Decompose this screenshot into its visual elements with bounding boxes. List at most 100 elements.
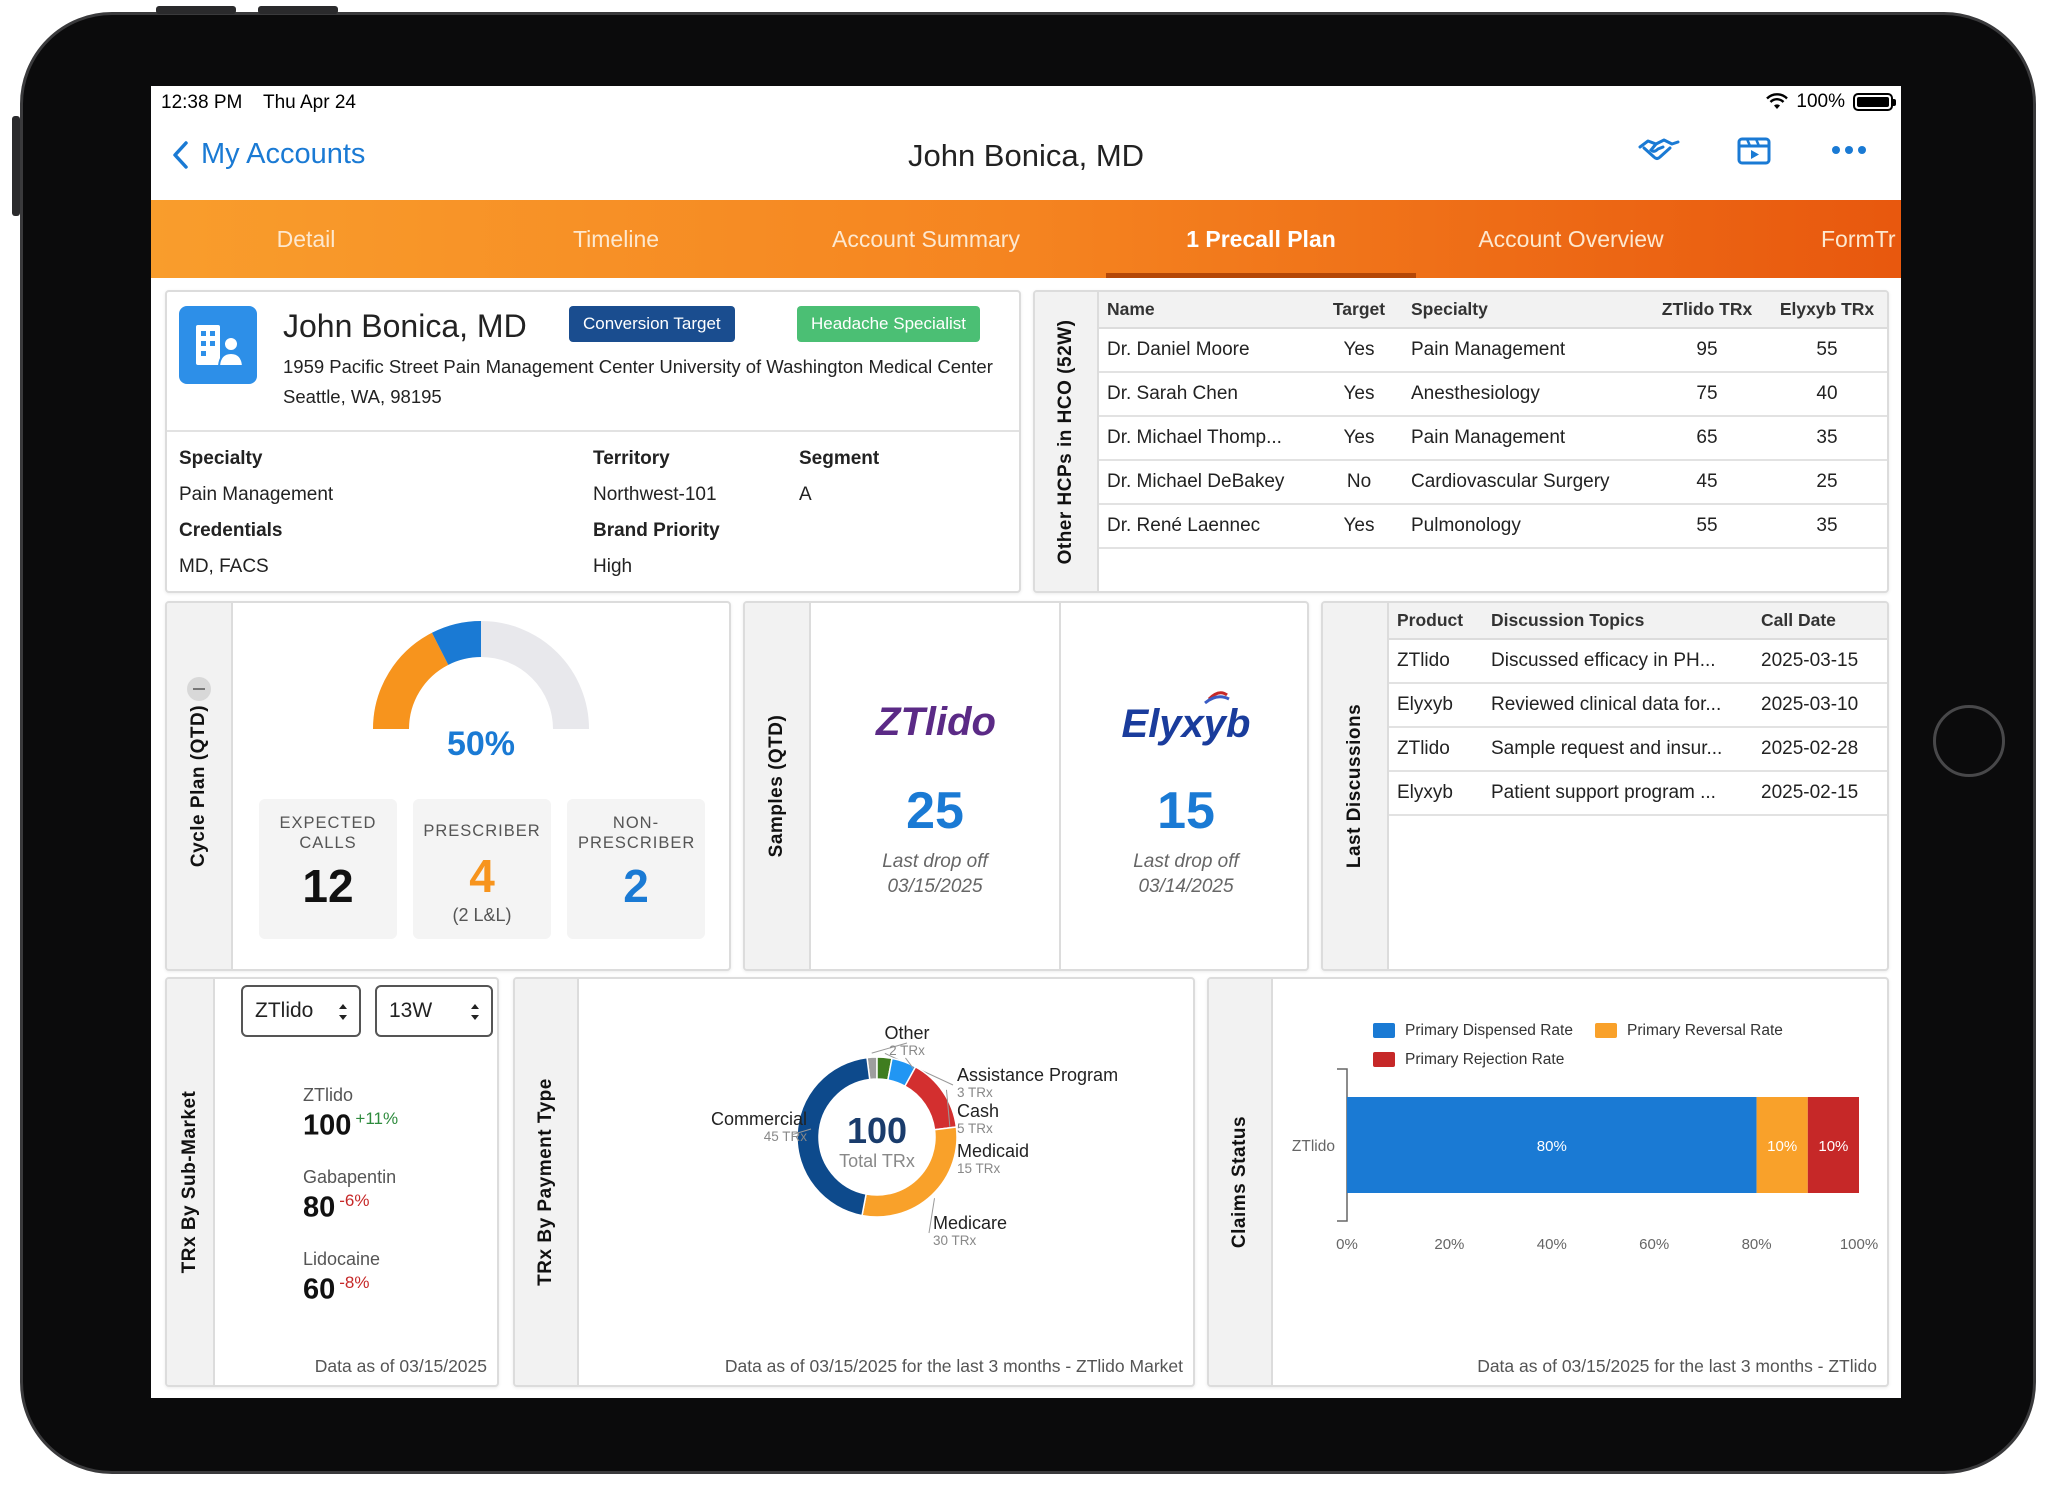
claims-bar-chart: Primary Dispensed Rate Primary Reversal R… bbox=[1292, 1022, 1878, 1253]
sample-ztlido: ZTlido 25 Last drop off 03/15/2025 bbox=[811, 603, 1061, 969]
hcp-specialty: Pain Management bbox=[1403, 416, 1647, 461]
hcp-name: John Bonica, MD bbox=[283, 308, 527, 344]
discussions-table: Product Discussion Topics Call Date ZTli… bbox=[1389, 603, 1887, 816]
hcp-ztlido-trx: 75 bbox=[1647, 372, 1767, 417]
tab-account-overview[interactable]: Account Overview bbox=[1478, 226, 1664, 252]
divider bbox=[167, 430, 1019, 432]
more-button[interactable] bbox=[1826, 128, 1872, 172]
col-elyxyb-trx: Elyxyb TRx bbox=[1767, 292, 1887, 329]
hcp-target: Yes bbox=[1315, 416, 1403, 461]
donut-label: Medicaid bbox=[957, 1141, 1029, 1161]
svg-text:Elyxyb: Elyxyb bbox=[1122, 702, 1251, 746]
discussion-product: Elyxyb bbox=[1389, 771, 1483, 816]
home-button[interactable] bbox=[1933, 705, 2005, 777]
samples-panel: Samples (QTD) ZTlido 25 Last drop off 03… bbox=[743, 601, 1309, 971]
video-button[interactable] bbox=[1731, 128, 1777, 172]
cycle-gauge: 50% bbox=[373, 621, 589, 763]
other-hcps-title: Other HCPs in HCO (52W) bbox=[1055, 319, 1076, 564]
hcp-name-link[interactable]: Dr. René Laennec bbox=[1099, 504, 1315, 549]
hcp-ztlido-trx: 45 bbox=[1647, 460, 1767, 505]
table-row[interactable]: Dr. Sarah Chen Yes Anesthesiology 75 40 bbox=[1099, 372, 1887, 417]
x-tick-label: 20% bbox=[1434, 1236, 1464, 1253]
bar-primary-reversal-rate[interactable] bbox=[1756, 1097, 1808, 1193]
hcp-name-link[interactable]: Dr. Sarah Chen bbox=[1099, 372, 1315, 417]
headache-specialist-badge: Headache Specialist bbox=[797, 306, 980, 342]
discussion-date-link[interactable]: 2025-02-28 bbox=[1753, 727, 1887, 772]
status-date: Thu Apr 24 bbox=[263, 92, 356, 113]
legend-label: Primary Reversal Rate bbox=[1627, 1022, 1783, 1039]
hcp-name-link[interactable]: Dr. Daniel Moore bbox=[1099, 328, 1315, 373]
handshake-icon bbox=[1638, 138, 1680, 160]
discussion-date-link[interactable]: 2025-03-15 bbox=[1753, 639, 1887, 684]
table-row[interactable]: Elyxyb Reviewed clinical data for... 2025-… bbox=[1389, 683, 1887, 728]
discussion-date-link[interactable]: 2025-02-15 bbox=[1753, 771, 1887, 816]
sample-last-drop-date: 03/14/2025 bbox=[1138, 876, 1234, 897]
donut-slice-commercial[interactable] bbox=[796, 1056, 871, 1217]
bar-primary-dispensed-rate[interactable] bbox=[1347, 1097, 1757, 1193]
legend-label: Primary Dispensed Rate bbox=[1405, 1022, 1573, 1039]
gauge-percent: 50% bbox=[447, 725, 515, 763]
tab-bar: Detail Timeline Account Summary 1 Precal… bbox=[151, 200, 1901, 278]
product-select[interactable]: ZTlido bbox=[241, 985, 361, 1037]
status-bar: 12:38 PM Thu Apr 24 100% bbox=[151, 86, 1901, 120]
hcp-name-link[interactable]: Dr. Michael DeBakey bbox=[1099, 460, 1315, 505]
submarket-panel: TRx By Sub-Market ZTlido 13W ZTlido 100 +… bbox=[165, 977, 499, 1387]
legend-label: Primary Rejection Rate bbox=[1405, 1051, 1564, 1068]
y-axis-line bbox=[1337, 1068, 1348, 1222]
non-prescriber-stat: NON-PRESCRIBER 2 bbox=[567, 799, 705, 939]
stat-label: PRESCRIBER bbox=[423, 822, 541, 840]
hcp-target: Yes bbox=[1315, 372, 1403, 417]
market-change: +11% bbox=[355, 1109, 399, 1128]
table-row[interactable]: Dr. Daniel Moore Yes Pain Management 95 55 bbox=[1099, 328, 1887, 373]
tab-timeline[interactable]: Timeline bbox=[572, 226, 660, 252]
discussion-product: ZTlido bbox=[1389, 727, 1483, 772]
donut-value-label: 5 TRx bbox=[957, 1121, 993, 1136]
hcp-name-link[interactable]: Dr. Michael Thomp... bbox=[1099, 416, 1315, 461]
hcp-elyxyb-trx: 35 bbox=[1767, 416, 1887, 461]
payment-type-title: TRx By Payment Type bbox=[535, 1078, 556, 1286]
tab-formtr[interactable]: FormTr bbox=[1821, 226, 1896, 252]
table-row[interactable]: Dr. Michael DeBakey No Cardiovascular Surg… bbox=[1099, 460, 1887, 505]
power-button bbox=[12, 116, 20, 216]
donut-value-label: 15 TRx bbox=[957, 1161, 1001, 1176]
donut-slice-medicaid[interactable] bbox=[903, 1065, 958, 1131]
hcp-specialty: Pain Management bbox=[1403, 328, 1647, 373]
tab-account-summary[interactable]: Account Summary bbox=[832, 226, 1020, 252]
segment-value: A bbox=[799, 484, 812, 505]
table-row[interactable]: Dr. Michael Thomp... Yes Pain Management 65… bbox=[1099, 416, 1887, 461]
handshake-button[interactable] bbox=[1636, 128, 1682, 172]
credentials-value: MD, FACS bbox=[179, 556, 269, 577]
brand-priority-label: Brand Priority bbox=[593, 520, 720, 541]
credentials-label: Credentials bbox=[179, 520, 283, 541]
cycle-plan-panel: Cycle Plan (QTD) 50% EXPECTED CALLS 12 P… bbox=[165, 601, 731, 971]
submarket-footnote: Data as of 03/15/2025 bbox=[314, 1356, 487, 1376]
donut-label: Other bbox=[884, 1023, 929, 1043]
period-select[interactable]: 13W bbox=[375, 985, 493, 1037]
claims-status-title: Claims Status bbox=[1229, 1115, 1250, 1249]
hcp-ztlido-trx: 95 bbox=[1647, 328, 1767, 373]
back-button[interactable]: My Accounts bbox=[171, 138, 365, 171]
collapse-icon[interactable] bbox=[187, 677, 211, 701]
hcp-target: No bbox=[1315, 460, 1403, 505]
table-row[interactable]: ZTlido Discussed efficacy in PH... 2025-03… bbox=[1389, 639, 1887, 684]
period-select-value: 13W bbox=[389, 999, 433, 1022]
other-hcps-table: Name Target Specialty ZTlido TRx Elyxyb … bbox=[1099, 292, 1887, 549]
table-row[interactable]: Elyxyb Patient support program ... 2025-02… bbox=[1389, 771, 1887, 816]
table-row[interactable]: Dr. René Laennec Yes Pulmonology 55 35 bbox=[1099, 504, 1887, 549]
video-icon bbox=[1737, 137, 1771, 165]
donut-leader-line bbox=[928, 1198, 935, 1234]
volume-up-button bbox=[156, 6, 236, 14]
sample-count: 15 bbox=[1157, 782, 1215, 840]
col-ztlido-trx: ZTlido TRx bbox=[1647, 292, 1767, 329]
table-row[interactable]: ZTlido Sample request and insur... 2025-02… bbox=[1389, 727, 1887, 772]
tab-precall-plan[interactable]: 1 Precall Plan bbox=[1106, 200, 1416, 278]
market-value: 100 +11% bbox=[303, 1109, 399, 1142]
discussion-date-link[interactable]: 2025-03-10 bbox=[1753, 683, 1887, 728]
discussion-product: Elyxyb bbox=[1389, 683, 1483, 728]
back-label: My Accounts bbox=[201, 138, 366, 170]
specialty-value: Pain Management bbox=[179, 484, 334, 505]
bar-primary-rejection-rate[interactable] bbox=[1807, 1097, 1859, 1193]
last-discussions-rail: Last Discussions bbox=[1323, 603, 1389, 969]
tab-detail[interactable]: Detail bbox=[276, 226, 336, 252]
x-tick-label: 100% bbox=[1840, 1236, 1878, 1253]
